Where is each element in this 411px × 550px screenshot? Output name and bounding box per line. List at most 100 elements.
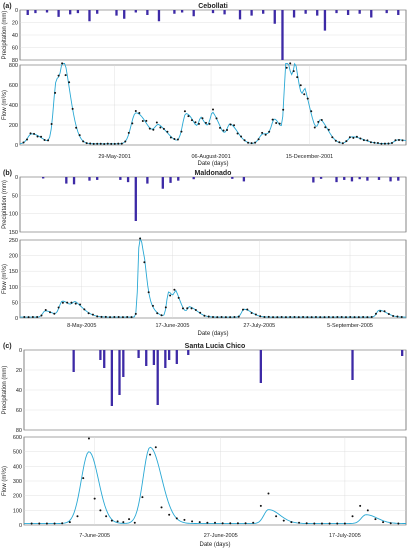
precip-bar <box>122 350 125 377</box>
observed-flow-point <box>259 315 262 318</box>
observed-flow-point <box>155 121 158 124</box>
flow-tick-label: 0 <box>19 523 22 529</box>
observed-flow-point <box>177 296 180 299</box>
observed-flow-point <box>138 111 141 114</box>
x-axis-label: Date (days) <box>197 161 228 167</box>
observed-flow-point <box>64 74 67 77</box>
precip-axis-label: Precipitation (mm) <box>2 366 8 415</box>
precip-bar <box>164 350 167 368</box>
observed-flow-point <box>104 315 107 318</box>
observed-flow-point <box>306 316 309 319</box>
observed-flow-point <box>49 311 52 314</box>
observed-flow-point <box>36 135 39 138</box>
observed-flow-point <box>314 315 317 318</box>
panel-title: Cebollati <box>198 3 228 10</box>
observed-flow-point <box>254 141 257 144</box>
precip-bar <box>211 10 215 14</box>
precip-bar <box>88 177 91 181</box>
observed-flow-point <box>180 130 183 133</box>
observed-flow-point <box>44 309 47 312</box>
precip-bar <box>146 10 149 15</box>
observed-flow-point <box>33 132 36 135</box>
flow-tick-label: 200 <box>9 254 18 260</box>
observed-flow-point <box>242 308 245 311</box>
observed-flow-point <box>121 316 124 319</box>
precip-bar <box>346 10 350 15</box>
flow-tick-label: 250 <box>9 238 18 244</box>
observed-flow-point <box>289 316 292 319</box>
observed-flow-point <box>143 261 146 264</box>
precip-bar <box>192 177 195 180</box>
observed-flow-point <box>91 313 94 316</box>
precip-bar <box>76 10 80 14</box>
observed-flow-point <box>71 107 74 110</box>
observed-flow-point <box>331 136 334 139</box>
observed-flow-point <box>187 115 190 118</box>
observed-flow-point <box>160 314 163 317</box>
observed-flow-point <box>236 132 239 135</box>
precip-bar <box>115 10 118 16</box>
observed-flow-point <box>128 518 131 521</box>
observed-flow-point <box>110 142 113 145</box>
observed-flow-point <box>194 121 197 124</box>
precip-bar <box>304 10 307 14</box>
precip-bar <box>262 10 265 14</box>
observed-flow-point <box>297 316 300 319</box>
precip-bar <box>99 350 102 360</box>
observed-flow-point <box>351 515 354 518</box>
observed-flow-point <box>183 110 186 113</box>
observed-flow-point <box>164 306 167 309</box>
date-tick-label: 29-May-2001 <box>98 154 130 160</box>
observed-flow-point <box>141 496 144 499</box>
observed-flow-point <box>243 139 246 142</box>
precip-bar <box>242 177 246 182</box>
precip-bar <box>335 10 338 14</box>
flow-tick-label: 400 <box>13 464 22 470</box>
observed-flow-point <box>271 118 274 121</box>
observed-flow-point <box>203 314 206 317</box>
observed-flow-point <box>214 521 216 524</box>
date-tick-label: 7-June-2005 <box>79 533 110 539</box>
precip-bar <box>146 177 149 184</box>
precip-bar <box>119 177 122 180</box>
observed-flow-point <box>327 315 330 318</box>
observed-flow-point <box>261 131 264 134</box>
observed-flow-point <box>194 309 197 312</box>
observed-flow-point <box>284 316 287 319</box>
precip-bar <box>238 10 242 20</box>
observed-flow-point <box>359 137 362 140</box>
date-tick-label: 15-December-2001 <box>286 154 333 160</box>
observed-flow-point <box>27 316 30 319</box>
precip-tick-label: 60 <box>12 46 18 52</box>
precip-bar <box>157 10 161 22</box>
observed-flow-point <box>141 119 144 122</box>
date-tick-label: 27-July-2005 <box>243 323 275 329</box>
observed-flow-point <box>133 521 136 524</box>
flow-tick-label: 0 <box>15 143 18 149</box>
observed-flow-point <box>117 142 120 145</box>
observed-flow-point <box>233 124 236 127</box>
precip-tick-label: 0 <box>15 8 18 14</box>
observed-flow-point <box>366 139 369 142</box>
observed-flow-point <box>299 84 302 87</box>
observed-flow-point <box>397 522 400 525</box>
observed-flow-point <box>147 291 150 294</box>
observed-flow-point <box>87 437 90 440</box>
observed-flow-point <box>327 128 330 131</box>
observed-flow-point <box>109 316 112 319</box>
flow-tick-label: 200 <box>13 494 22 500</box>
observed-flow-point <box>290 521 293 524</box>
observed-flow-point <box>26 138 29 141</box>
precip-bar <box>370 10 373 18</box>
flow-tick-label: 50 <box>12 300 18 306</box>
precip-bar <box>123 10 126 19</box>
precip-tick-label: 100 <box>9 212 18 218</box>
observed-flow-point <box>154 446 157 449</box>
observed-flow-point <box>106 142 109 145</box>
observed-flow-point <box>370 316 373 319</box>
date-tick-label: 5-September-2005 <box>327 323 373 329</box>
observed-flow-point <box>320 522 323 525</box>
observed-flow-point <box>353 316 356 319</box>
observed-flow-point <box>298 521 301 524</box>
observed-flow-point <box>338 141 341 144</box>
